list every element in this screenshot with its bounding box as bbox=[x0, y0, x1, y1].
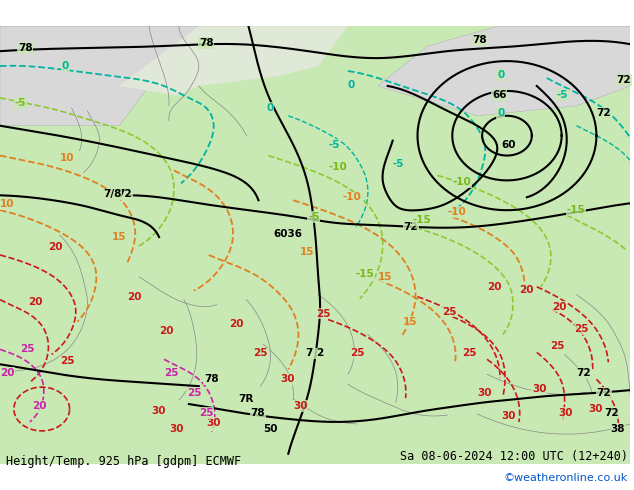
Text: -5: -5 bbox=[328, 140, 340, 149]
Text: 25: 25 bbox=[443, 307, 457, 317]
Text: -10: -10 bbox=[343, 192, 361, 202]
Text: 30: 30 bbox=[477, 388, 491, 398]
Text: 78: 78 bbox=[199, 38, 214, 48]
Text: 72: 72 bbox=[597, 388, 611, 398]
Text: 7R: 7R bbox=[238, 394, 254, 404]
Polygon shape bbox=[378, 26, 630, 116]
Text: -5: -5 bbox=[557, 90, 568, 100]
Text: Sa 08-06-2024 12:00 UTC (12+240): Sa 08-06-2024 12:00 UTC (12+240) bbox=[399, 450, 628, 463]
Text: 7 2: 7 2 bbox=[306, 348, 325, 358]
Text: 72: 72 bbox=[404, 222, 418, 232]
Text: -5: -5 bbox=[308, 212, 320, 222]
Text: 20: 20 bbox=[48, 242, 62, 252]
Text: 30: 30 bbox=[207, 418, 221, 428]
Text: 25: 25 bbox=[254, 348, 268, 358]
Text: 72: 72 bbox=[616, 75, 631, 85]
Text: 10: 10 bbox=[0, 199, 15, 209]
Polygon shape bbox=[119, 26, 348, 96]
Text: 20: 20 bbox=[127, 292, 142, 302]
Text: 20: 20 bbox=[519, 285, 533, 294]
Text: 15: 15 bbox=[112, 232, 126, 242]
Text: 30: 30 bbox=[588, 404, 603, 414]
Text: 72: 72 bbox=[604, 408, 619, 418]
Text: 15: 15 bbox=[301, 247, 314, 257]
Text: 0: 0 bbox=[348, 80, 355, 90]
Text: Height/Temp. 925 hPa [gdpm] ECMWF: Height/Temp. 925 hPa [gdpm] ECMWF bbox=[6, 455, 242, 468]
Text: 78: 78 bbox=[18, 43, 32, 53]
Text: -10: -10 bbox=[448, 207, 466, 217]
Text: 30: 30 bbox=[280, 374, 295, 384]
Text: 25: 25 bbox=[316, 309, 330, 318]
Text: 0: 0 bbox=[61, 61, 69, 71]
Text: 78: 78 bbox=[472, 35, 487, 45]
Text: 30: 30 bbox=[532, 384, 547, 394]
Text: 25: 25 bbox=[199, 408, 213, 418]
Text: 30: 30 bbox=[169, 424, 183, 434]
Text: 25: 25 bbox=[550, 342, 564, 351]
Text: 30: 30 bbox=[151, 406, 165, 416]
Text: 60: 60 bbox=[501, 140, 515, 149]
Text: 7/8: 7/8 bbox=[103, 189, 122, 199]
Text: 20: 20 bbox=[32, 401, 46, 411]
Text: 25: 25 bbox=[462, 348, 477, 358]
Text: 25: 25 bbox=[20, 344, 34, 354]
Text: 72: 72 bbox=[597, 108, 611, 118]
Text: 30: 30 bbox=[294, 401, 307, 411]
Polygon shape bbox=[0, 26, 249, 126]
Text: 10: 10 bbox=[60, 152, 74, 163]
Text: 20: 20 bbox=[28, 296, 42, 307]
Text: 66: 66 bbox=[492, 90, 507, 100]
Text: 20: 20 bbox=[552, 302, 566, 312]
Text: 20: 20 bbox=[0, 368, 15, 378]
Text: 20: 20 bbox=[159, 326, 174, 337]
Text: -15: -15 bbox=[567, 205, 585, 215]
Text: 72: 72 bbox=[576, 368, 591, 378]
Text: 25: 25 bbox=[350, 348, 365, 358]
Text: 78: 78 bbox=[204, 374, 218, 384]
Text: 78: 78 bbox=[250, 408, 265, 418]
Text: 50: 50 bbox=[263, 424, 278, 434]
Text: -5: -5 bbox=[392, 159, 404, 170]
Text: 38: 38 bbox=[611, 424, 625, 434]
Text: 20: 20 bbox=[487, 282, 501, 292]
Text: -15: -15 bbox=[356, 269, 375, 279]
Text: 25: 25 bbox=[164, 368, 179, 378]
Text: 25: 25 bbox=[574, 324, 589, 335]
Text: ©weatheronline.co.uk: ©weatheronline.co.uk bbox=[503, 473, 628, 483]
Text: 15: 15 bbox=[378, 272, 392, 282]
Text: 0: 0 bbox=[497, 70, 504, 80]
Text: 0: 0 bbox=[266, 103, 274, 113]
Text: -10: -10 bbox=[328, 163, 347, 172]
Text: 30: 30 bbox=[559, 408, 573, 418]
Text: -5: -5 bbox=[15, 98, 27, 108]
Text: 0: 0 bbox=[497, 108, 504, 118]
Text: 20: 20 bbox=[229, 318, 243, 328]
Text: -15: -15 bbox=[413, 215, 431, 225]
Text: -10: -10 bbox=[452, 177, 471, 187]
Text: 30: 30 bbox=[501, 411, 515, 421]
Text: 25: 25 bbox=[60, 356, 74, 367]
Text: 15: 15 bbox=[403, 317, 417, 326]
Text: 6036: 6036 bbox=[273, 229, 302, 239]
Text: 25: 25 bbox=[187, 388, 202, 398]
Text: 72: 72 bbox=[117, 189, 132, 199]
